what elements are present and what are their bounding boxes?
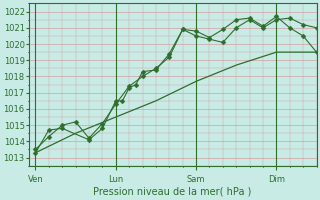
X-axis label: Pression niveau de la mer( hPa ): Pression niveau de la mer( hPa ) [93, 187, 252, 197]
